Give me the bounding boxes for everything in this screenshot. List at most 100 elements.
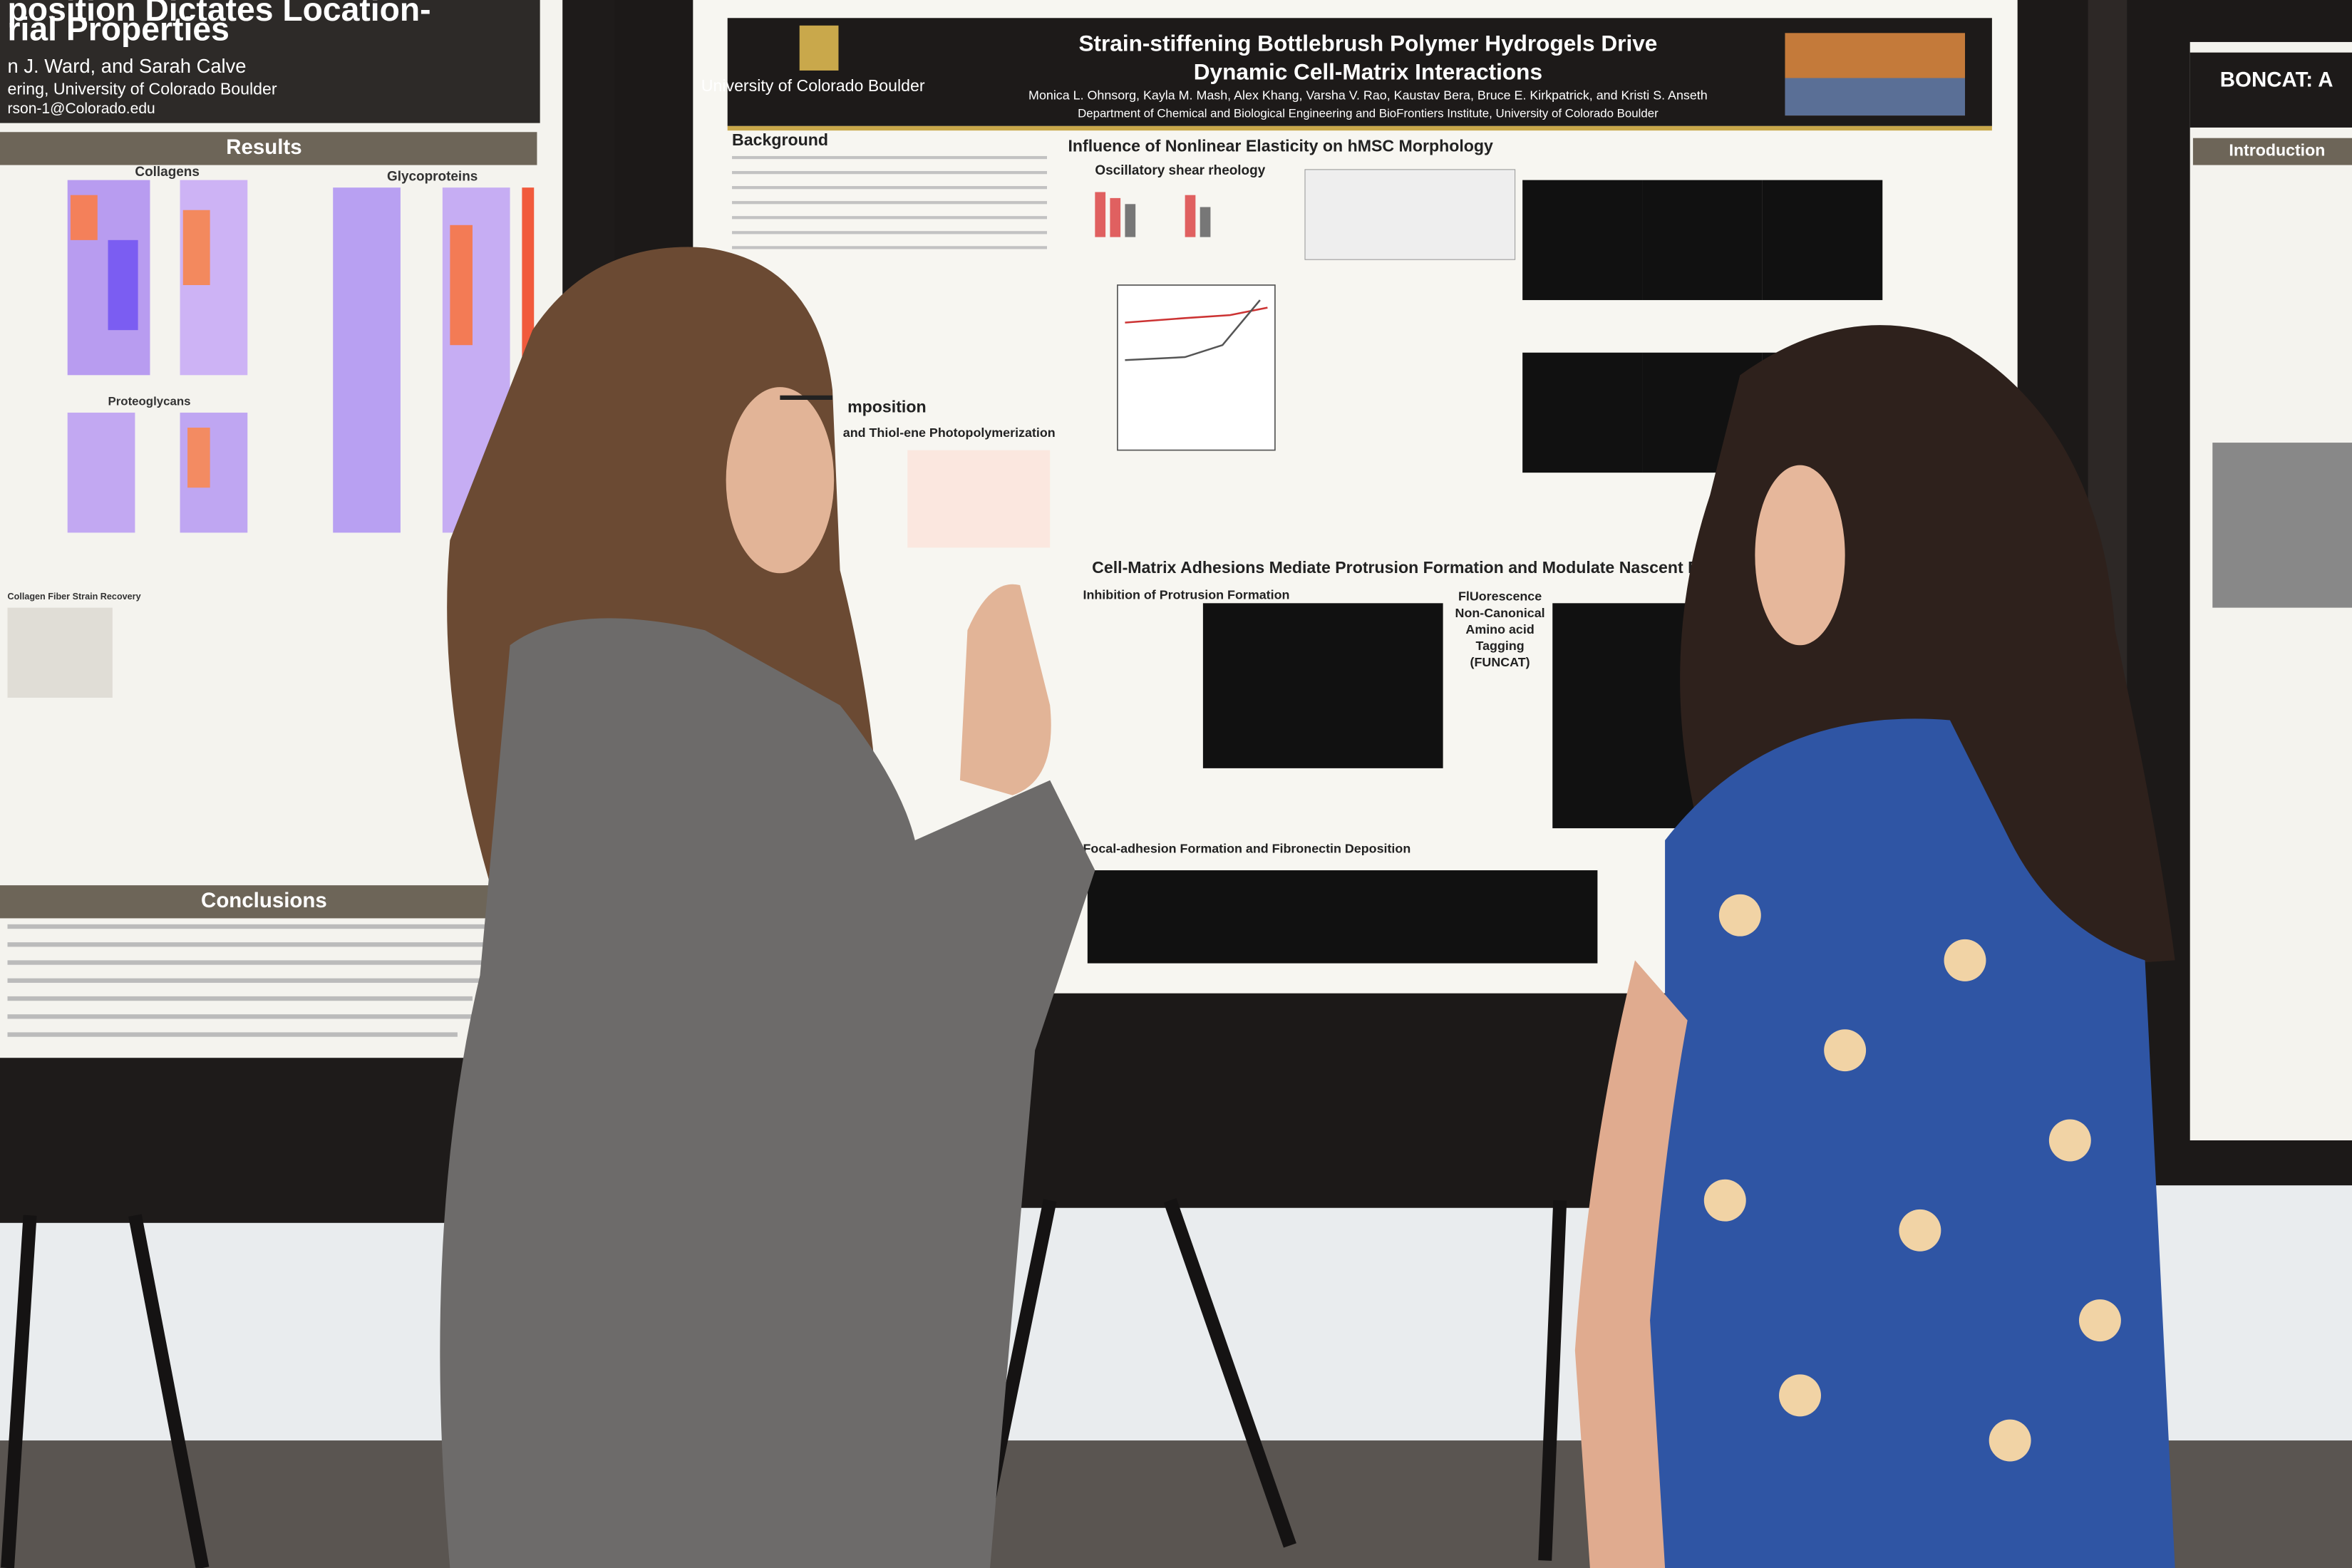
heatmap-cell: [450, 225, 473, 346]
face: [1755, 465, 1845, 646]
right-header: [2189, 52, 2352, 128]
pattern-motif: [1703, 1179, 1746, 1222]
pattern-motif: [1779, 1374, 1821, 1417]
curve: [1125, 299, 1261, 361]
heatmap-cell: [108, 239, 138, 331]
dress-pattern: [1703, 894, 2121, 1462]
text-line: [7, 960, 488, 965]
text-line: [7, 924, 503, 929]
center-title: Dynamic Cell-Matrix Interactions: [1194, 58, 1542, 84]
curve: [1125, 306, 1268, 324]
easels: [1, 1198, 1567, 1568]
pattern-motif: [1899, 1209, 1941, 1252]
micrograph: [1522, 352, 1643, 473]
left-affiliation: ering, University of Colorado Boulder: [8, 79, 277, 98]
text-block: [7, 924, 503, 1037]
heatmap-cell: [182, 210, 210, 285]
arm: [1574, 960, 1688, 1568]
funcat-line: Tagging: [1476, 639, 1525, 653]
easel-leg: [128, 1214, 210, 1568]
left-title: rial Properties: [8, 10, 229, 47]
text-line: [732, 171, 1048, 175]
left-title: position Dictates Location-: [8, 0, 431, 28]
subheading: Focal-adhesion Formation and Fibronectin…: [1083, 841, 1411, 855]
text-line: [732, 231, 1048, 234]
dress: [1628, 718, 2175, 1568]
department: Department of Chemical and Biological En…: [1078, 106, 1659, 120]
text-line: [7, 978, 503, 983]
pattern-motif: [1824, 1029, 1867, 1072]
easel-leg: [1163, 1198, 1296, 1548]
text-block: [732, 155, 1048, 249]
text-line: [732, 201, 1048, 205]
section-heading: Results: [226, 135, 301, 159]
pattern-motif: [2048, 1119, 2091, 1162]
subheading: Collagens: [135, 165, 199, 180]
micrograph-grid: [1202, 603, 1443, 768]
table: [1304, 169, 1516, 260]
pattern-motif: [2078, 1299, 2121, 1342]
subheading: Proteoglycans: [108, 395, 191, 408]
schematic: [907, 450, 1051, 548]
blazer: [440, 618, 1095, 1568]
text-line: [7, 942, 503, 947]
text-line: [732, 246, 1048, 249]
text-line: [732, 186, 1048, 190]
authors: Monica L. Ohnsorg, Kayla M. Mash, Alex K…: [1028, 88, 1708, 102]
funcat-line: Amino acid: [1465, 622, 1534, 636]
section-heading: Cell-Matrix Adhesions Mediate Protrusion…: [1092, 558, 1730, 577]
text-line: [7, 1014, 503, 1019]
text-line: [732, 155, 1048, 160]
face: [726, 387, 835, 574]
heatmap-cell: [70, 195, 98, 240]
left-authors: n J. Ward, and Sarah Calve: [8, 55, 247, 77]
funcat-label: FlUorescence Non-Canonical Amino acid Ta…: [1455, 589, 1545, 670]
header-rule: [727, 125, 1992, 131]
section-heading: Influence of Nonlinear Elasticity on hMS…: [1068, 136, 1493, 155]
text-line: [7, 996, 473, 1001]
heatmap: [333, 187, 401, 533]
subheading: Inhibition of Protrusion Formation: [1083, 588, 1290, 602]
cu-logo: [799, 25, 839, 71]
funcat-line: (FUNCAT): [1470, 655, 1530, 669]
text-line: [7, 1032, 458, 1037]
subheading: Collagen Fiber Strain Recovery: [8, 592, 141, 602]
bar: [1200, 207, 1211, 237]
section-bar: [2192, 138, 2352, 165]
section-heading: Background: [732, 130, 828, 149]
bar: [1095, 192, 1106, 237]
text-line: [732, 216, 1048, 220]
heatmap: [67, 412, 135, 533]
right-title: BONCAT: A: [2220, 68, 2333, 91]
bar-chart: [7, 607, 113, 698]
micrograph: [1762, 180, 1883, 301]
rheology-bars: [1095, 192, 1211, 237]
section-heading: Conclusions: [201, 889, 327, 912]
easel-leg: [1538, 1200, 1567, 1561]
center-title: Strain-stiffening Bottlebrush Polymer Hy…: [1078, 30, 1657, 56]
section-bar: [0, 132, 537, 165]
pattern-motif: [1944, 939, 1986, 981]
bar: [1125, 204, 1136, 237]
funcat-line: FlUorescence: [1458, 589, 1542, 604]
section-bar: [0, 885, 537, 919]
bar: [1185, 195, 1196, 237]
figure: [2212, 443, 2352, 608]
subheading: and Thiol-ene Photopolymerization: [843, 425, 1056, 440]
left-email: rson-1@Colorado.edu: [8, 100, 155, 117]
heatmap-cell: [187, 428, 210, 488]
center-header: [727, 18, 1992, 126]
pattern-motif: [1718, 894, 1761, 937]
subheading: Oscillatory shear rheology: [1095, 163, 1265, 178]
left-poster-header: [0, 0, 540, 123]
section-heading: mposition: [847, 398, 927, 416]
header-photo-sky: [1785, 78, 1966, 116]
section-heading: Introduction: [2229, 141, 2325, 160]
funcat-line: Non-Canonical: [1455, 606, 1545, 620]
micrograph: [1522, 180, 1643, 301]
pattern-motif: [1989, 1419, 2031, 1462]
university: University of Colorado Boulder: [701, 76, 925, 95]
subheading: Glycoproteins: [387, 169, 478, 184]
